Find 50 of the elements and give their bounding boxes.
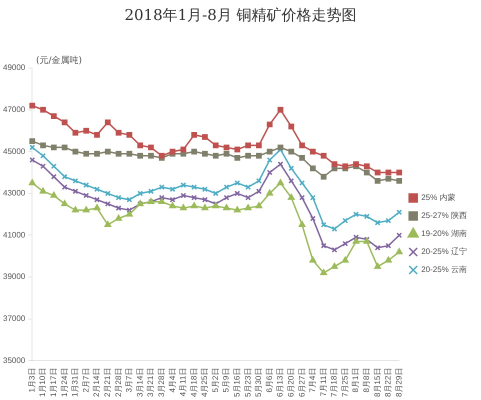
x-tick-label: 5月2日 [210, 368, 220, 393]
x-tick-label: 6月27日 [297, 368, 306, 398]
x-tick-label: 2月28日 [114, 368, 123, 398]
x-tick-label: 4月4日 [168, 368, 177, 393]
x-tick-label: 1月10日 [38, 368, 48, 398]
y-tick-label: 45000 [2, 146, 26, 156]
x-tick-label: 6月20日 [286, 368, 296, 398]
x-tick-label: 7月25日 [340, 368, 350, 398]
x-tick-label: 1月24日 [60, 368, 69, 398]
x-tick-label: 8月15日 [372, 368, 382, 398]
x-tick-label: 5月16日 [232, 368, 242, 398]
x-tick-label: 1月17日 [49, 368, 58, 398]
chart-title: 2018年1月-8月 铜精矿价格走势图 [123, 6, 358, 25]
x-tick-label: 2月21日 [103, 368, 112, 398]
x-tick-label: 6月13日 [276, 368, 285, 398]
y-tick-label: 49000 [2, 63, 26, 72]
y-axis-title: (元/金属吨) [36, 54, 82, 67]
x-tick-label: 8月8日 [362, 368, 372, 393]
x-tick-label: 5月23日 [243, 368, 252, 398]
y-tick-label: 43000 [2, 188, 26, 198]
x-tick-label: 8月1日 [351, 368, 360, 393]
legend-label: 20-25% 辽宁 [421, 247, 467, 256]
y-tick-label: 41000 [2, 230, 26, 240]
y-tick-label: 39000 [2, 272, 26, 282]
x-tick-label: 1月31日 [70, 368, 80, 398]
y-tick-label: 35000 [2, 356, 26, 365]
x-tick-label: 3月21日 [146, 368, 156, 398]
x-tick-label: 8月22日 [384, 368, 393, 398]
x-tick-label: 3月14日 [135, 368, 144, 398]
x-tick-label: 1月3日 [27, 368, 36, 393]
x-tick-label: 4月11日 [178, 368, 188, 396]
x-tick-label: 3月7日 [124, 368, 134, 393]
x-tick-label: 7月11日 [318, 368, 328, 396]
x-tick-label: 6月6日 [264, 368, 274, 393]
x-tick-label: 2月7日 [81, 368, 90, 393]
x-tick-label: 3月28日 [156, 368, 166, 398]
x-tick-label: 2月14日 [92, 368, 102, 398]
y-tick-label: 47000 [2, 105, 26, 114]
x-tick-label: 5月9日 [222, 368, 231, 393]
legend-label: 25% 内蒙 [421, 193, 456, 202]
x-tick-label: 7月18日 [330, 368, 339, 398]
x-tick-label: 7月4日 [308, 368, 318, 393]
x-tick-label: 8月29日 [394, 368, 404, 398]
y-tick-label: 37000 [2, 314, 26, 324]
x-tick-label: 5月30日 [254, 368, 264, 398]
legend-label: 20-25% 云南 [421, 265, 467, 274]
x-tick-label: 4月25日 [200, 368, 210, 398]
legend-label: 19-20% 湖南 [421, 229, 467, 238]
x-tick-label: 4月18日 [189, 368, 198, 398]
legend-label: 25-27% 陕西 [421, 211, 467, 220]
